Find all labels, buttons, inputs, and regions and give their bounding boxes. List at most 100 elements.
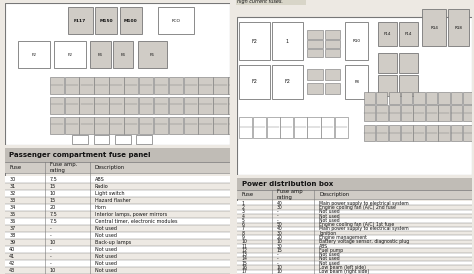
Text: -: -	[277, 256, 279, 261]
Bar	[198, 97, 213, 114]
Bar	[389, 105, 401, 121]
Bar	[413, 92, 425, 104]
Bar	[463, 105, 474, 121]
Text: Not used: Not used	[95, 226, 117, 231]
Bar	[237, 178, 472, 190]
Bar	[237, 257, 472, 261]
Text: M100: M100	[124, 19, 138, 22]
Bar	[399, 22, 418, 46]
Bar	[378, 53, 397, 73]
Text: Radio: Radio	[95, 184, 109, 189]
Bar	[413, 105, 425, 121]
Text: 13: 13	[242, 252, 247, 257]
Bar	[325, 30, 340, 39]
Text: 16: 16	[242, 265, 248, 270]
Text: 35: 35	[9, 212, 16, 217]
Text: Low beam (right side): Low beam (right side)	[319, 269, 369, 274]
Bar	[413, 125, 425, 141]
Bar	[5, 197, 230, 204]
Text: F4: F4	[120, 53, 126, 57]
Text: F117: F117	[74, 19, 86, 22]
Bar	[237, 210, 472, 214]
Text: 7: 7	[242, 227, 245, 232]
Text: F14: F14	[405, 32, 412, 36]
Bar	[139, 117, 154, 134]
Bar	[272, 65, 303, 99]
Bar	[345, 22, 368, 60]
Bar	[5, 183, 230, 190]
Bar	[154, 97, 168, 114]
Bar	[463, 92, 474, 104]
Text: 15: 15	[277, 248, 283, 253]
Bar	[213, 97, 228, 114]
Bar	[18, 41, 50, 68]
Text: Fuse amp
rating: Fuse amp rating	[277, 189, 302, 200]
Bar	[239, 117, 253, 138]
Bar	[307, 49, 323, 57]
Text: Not used: Not used	[319, 252, 340, 257]
Text: Interior lamps, power mirrors: Interior lamps, power mirrors	[95, 212, 167, 217]
Bar	[438, 92, 449, 104]
Text: Main power supply to electrical system: Main power supply to electrical system	[319, 227, 409, 232]
Text: 3: 3	[242, 209, 245, 214]
Bar	[451, 105, 463, 121]
Text: -: -	[50, 247, 52, 252]
Text: 15: 15	[242, 261, 247, 266]
Bar	[451, 92, 462, 104]
Bar	[294, 117, 307, 138]
Bar	[237, 190, 472, 199]
Bar	[213, 117, 228, 134]
Bar	[237, 235, 472, 240]
Text: 30: 30	[277, 244, 283, 249]
Text: -: -	[277, 218, 279, 223]
Bar	[378, 22, 397, 46]
Text: -: -	[277, 209, 279, 214]
Bar	[389, 92, 400, 104]
Text: F14: F14	[383, 32, 391, 36]
Text: R10: R10	[353, 39, 361, 43]
Bar	[95, 7, 117, 34]
Bar	[237, 266, 472, 270]
Bar	[5, 176, 230, 183]
Bar	[109, 77, 124, 94]
Bar	[183, 117, 198, 134]
Bar	[5, 225, 230, 232]
Text: Not used: Not used	[319, 218, 340, 223]
Text: 31: 31	[9, 184, 16, 189]
Text: Not used: Not used	[319, 214, 340, 219]
Text: FCO: FCO	[172, 19, 180, 22]
Text: Battery voltage sensor, diagnostic plug: Battery voltage sensor, diagnostic plug	[319, 239, 409, 244]
Bar	[94, 117, 109, 134]
Bar	[364, 92, 375, 104]
Text: F8: F8	[354, 80, 359, 84]
Bar	[50, 117, 64, 134]
Text: Not used: Not used	[95, 247, 117, 252]
Bar	[137, 41, 167, 68]
Bar	[307, 40, 323, 48]
Text: 42: 42	[9, 261, 16, 266]
Text: Back-up lamps: Back-up lamps	[95, 240, 131, 245]
Text: Not used: Not used	[95, 233, 117, 238]
Text: 2.3 battery before servicing
high current fuses.: 2.3 battery before servicing high curren…	[237, 0, 305, 4]
Text: F2: F2	[284, 79, 291, 84]
Bar	[94, 135, 109, 144]
Bar	[239, 65, 270, 99]
Bar	[307, 117, 320, 138]
Text: R18: R18	[455, 25, 463, 30]
Text: -: -	[277, 261, 279, 266]
Text: Not used: Not used	[95, 261, 117, 266]
Bar	[169, 77, 183, 94]
Bar	[5, 253, 230, 260]
Bar	[80, 117, 94, 134]
Bar	[154, 77, 168, 94]
Bar	[321, 117, 334, 138]
Text: 11: 11	[242, 244, 248, 249]
Text: -: -	[277, 252, 279, 257]
Bar	[237, 253, 472, 257]
Text: -: -	[50, 226, 52, 231]
Bar	[64, 97, 79, 114]
Bar	[94, 77, 109, 94]
Bar	[228, 97, 243, 114]
Text: F2: F2	[67, 53, 73, 57]
Text: 1: 1	[286, 39, 289, 44]
